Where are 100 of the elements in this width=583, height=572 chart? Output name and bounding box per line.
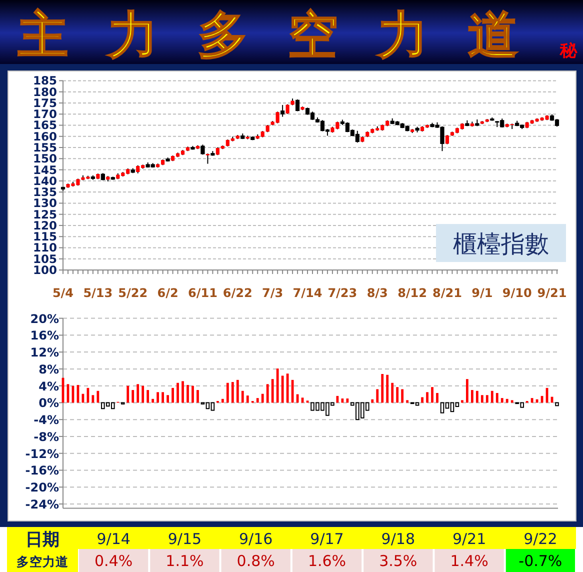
bar xyxy=(176,382,179,403)
x-tick-label: 7/23 xyxy=(328,286,358,300)
chart-title: 主力多空力道 xyxy=(17,6,558,64)
x-tick-label: 8/12 xyxy=(398,286,428,300)
y-tick-label: 8% xyxy=(38,362,59,376)
bar xyxy=(192,386,194,403)
bar xyxy=(136,384,140,403)
bar xyxy=(336,396,339,403)
bar xyxy=(86,388,90,403)
text: 多空力道 xyxy=(16,554,70,569)
x-tick-label: 5/22 xyxy=(118,286,148,300)
bar xyxy=(271,379,274,403)
x-tick-label: 7/3 xyxy=(262,286,284,300)
y-tick-label: -20% xyxy=(25,480,59,495)
y-tick-label: -8% xyxy=(34,430,59,444)
bar xyxy=(186,384,189,403)
bar xyxy=(142,386,144,403)
bar xyxy=(396,387,399,403)
bar xyxy=(496,392,498,403)
category-label: 9/22 xyxy=(524,530,558,548)
y-tick-label: 4% xyxy=(38,379,59,394)
bar xyxy=(246,396,249,403)
category-label: 9/15 xyxy=(168,530,202,548)
bar xyxy=(231,382,234,403)
bar xyxy=(132,390,134,403)
x-tick-label: 9/1 xyxy=(472,286,493,300)
y-tick-label: -16% xyxy=(25,464,59,478)
bar xyxy=(555,402,559,406)
data-label: 1.1% xyxy=(166,552,204,570)
bar xyxy=(436,392,438,403)
y-tick-label: -12% xyxy=(25,446,59,461)
category-label: 9/17 xyxy=(310,530,344,548)
y-tick-label: 20% xyxy=(30,312,59,326)
bar xyxy=(460,400,464,403)
bar xyxy=(146,390,150,403)
y-tick-label: -24% xyxy=(25,497,59,512)
bar xyxy=(391,382,394,403)
bar xyxy=(386,374,389,403)
bar xyxy=(371,399,374,403)
bar xyxy=(406,400,409,403)
bar xyxy=(162,392,164,403)
bar xyxy=(221,398,224,403)
text: 日期 xyxy=(26,530,60,550)
bar xyxy=(96,390,100,403)
x-tick-label: 6/2 xyxy=(157,286,178,300)
bar xyxy=(490,390,494,403)
bar xyxy=(166,395,169,403)
bar xyxy=(426,392,428,403)
bar xyxy=(341,398,344,403)
bar xyxy=(376,389,379,403)
chart-subtitle: 秘 xyxy=(559,41,578,61)
bar xyxy=(480,395,484,403)
category-label: 9/14 xyxy=(96,530,130,548)
x-tick-label: 5/13 xyxy=(83,286,113,300)
bar xyxy=(156,392,160,403)
bar xyxy=(182,381,184,403)
bar xyxy=(510,400,514,403)
bar xyxy=(236,380,239,403)
x-tick-label: 8/21 xyxy=(432,286,462,300)
x-tick-label: 9/21 xyxy=(537,286,567,300)
bar xyxy=(506,398,508,403)
bar xyxy=(486,395,488,403)
bar xyxy=(346,398,349,403)
data-label: 1.6% xyxy=(308,552,346,570)
y-tick-label: -4% xyxy=(34,413,59,428)
y-tick-label: 0% xyxy=(38,396,59,410)
bar xyxy=(152,398,154,403)
bar xyxy=(500,398,504,403)
x-tick-label: 6/22 xyxy=(222,286,252,300)
y-tick-label: 100 xyxy=(32,263,57,277)
y-tick-label: 12% xyxy=(30,346,59,360)
bar xyxy=(256,398,259,403)
x-tick-label: 6/11 xyxy=(188,286,218,300)
data-label: 3.5% xyxy=(379,552,418,570)
data-label: 1.4% xyxy=(450,552,488,570)
y-tick-label: 16% xyxy=(30,328,59,343)
category-label: 9/18 xyxy=(381,530,415,548)
data-label: 0.4% xyxy=(94,552,133,570)
annotation: 櫃檯指數 xyxy=(453,230,549,258)
data-label: -0.7% xyxy=(518,552,562,570)
bar xyxy=(381,374,384,403)
bar xyxy=(276,368,279,403)
x-tick-label: 5/4 xyxy=(52,286,74,300)
bar xyxy=(126,386,130,403)
bar xyxy=(226,382,229,403)
bar xyxy=(196,390,199,403)
bar xyxy=(281,376,284,403)
bar xyxy=(92,395,94,403)
x-tick-label: 7/14 xyxy=(292,286,322,300)
bar xyxy=(241,390,244,403)
candlestick xyxy=(280,104,285,118)
data-label: 0.8% xyxy=(236,552,275,570)
bar xyxy=(266,384,269,403)
bar xyxy=(431,387,434,403)
x-tick-label: 9/10 xyxy=(502,286,532,300)
bar xyxy=(172,388,174,403)
category-label: 9/21 xyxy=(452,530,486,548)
bar xyxy=(476,390,478,403)
category-label: 9/16 xyxy=(239,530,273,548)
bar xyxy=(470,390,474,403)
